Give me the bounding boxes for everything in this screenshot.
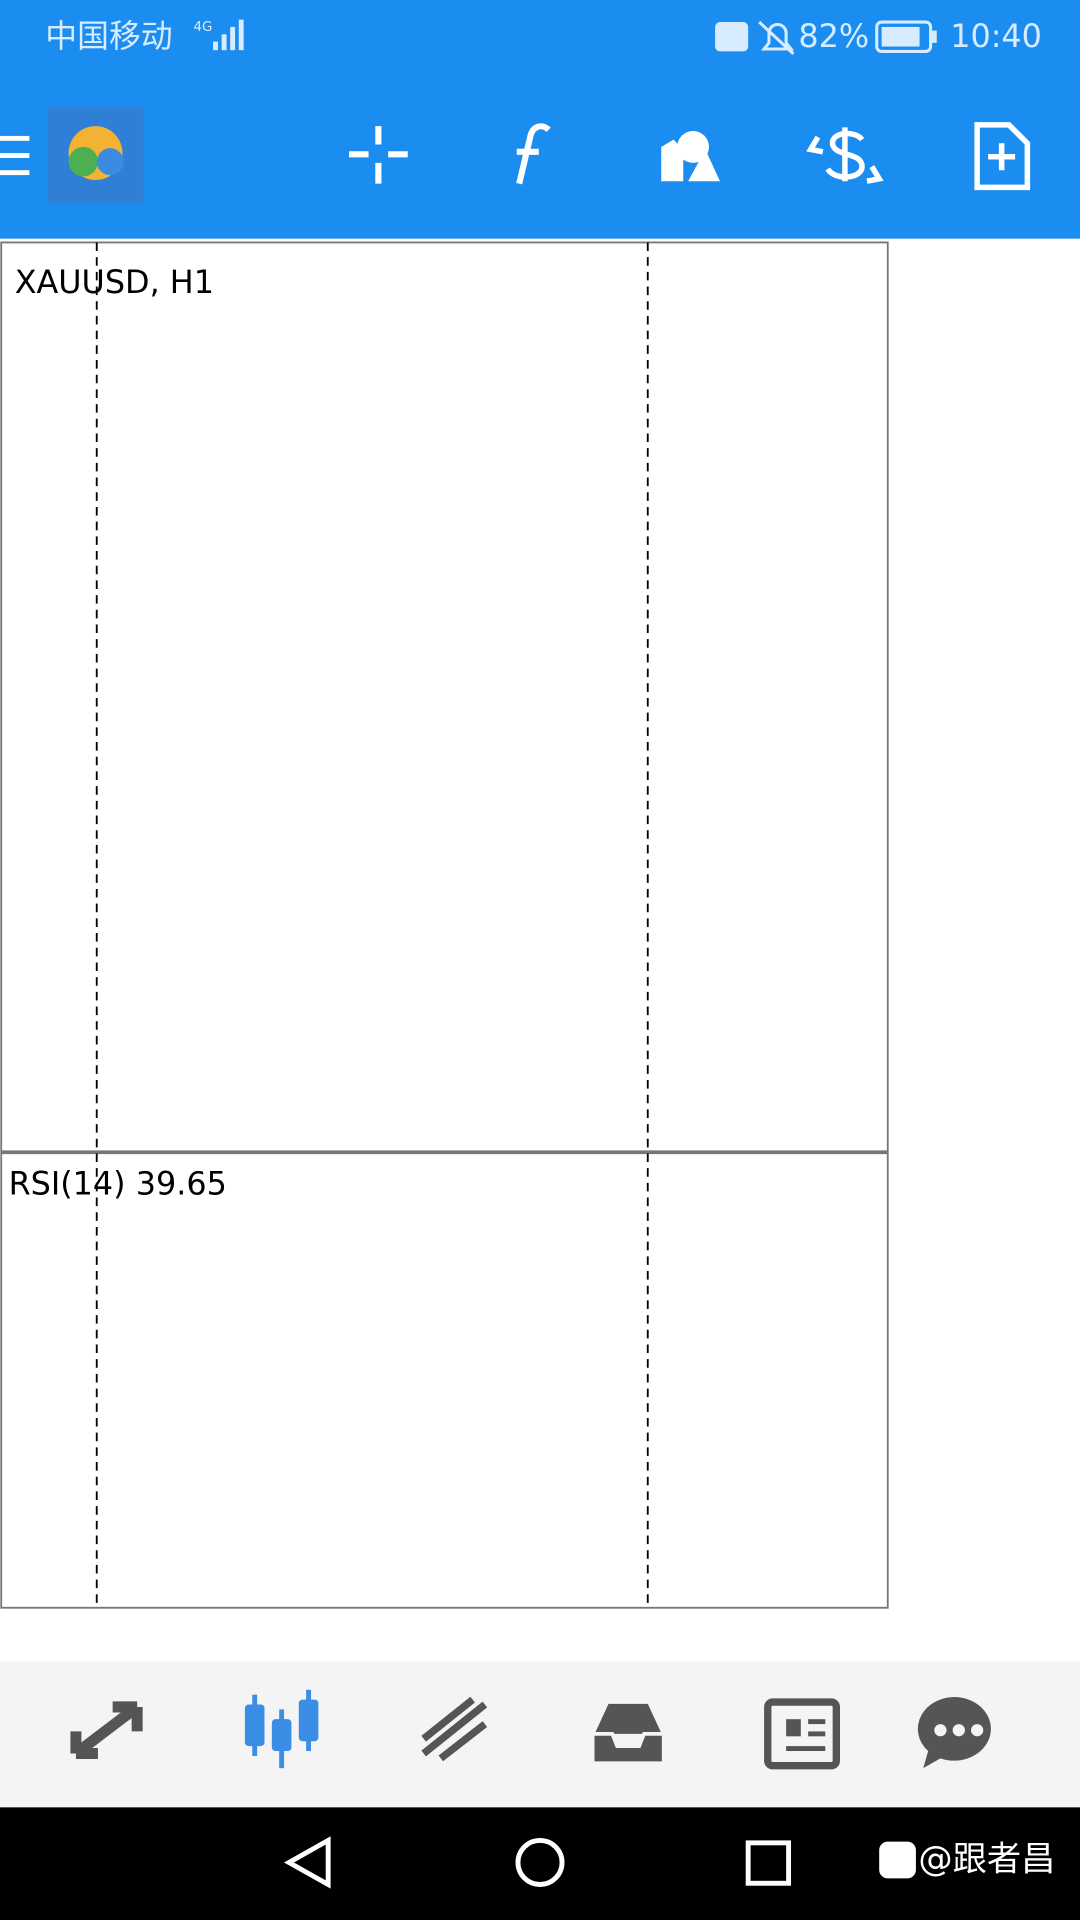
recents-button[interactable] (745, 1840, 792, 1886)
hd-icon (715, 22, 749, 52)
trade-button[interactable] (806, 127, 884, 184)
chat-tab[interactable] (917, 1697, 991, 1769)
frame (0, 241, 889, 1609)
bottom-nav (0, 1661, 1080, 1808)
battery-level: 82% (798, 17, 869, 55)
menu-button[interactable] (0, 135, 30, 176)
new-order-button[interactable] (974, 122, 1031, 191)
objects-button[interactable] (661, 131, 720, 182)
quotes-tab[interactable] (70, 1701, 143, 1759)
news-tab[interactable] (764, 1698, 840, 1770)
chart-tab[interactable] (244, 1689, 319, 1769)
rsi-label: RSI(14) 39.65 (9, 1164, 227, 1202)
signal-icon (213, 19, 244, 51)
period-separators (95, 242, 649, 1608)
home-button[interactable] (515, 1837, 565, 1887)
carrier: 中国移动 (45, 17, 172, 55)
clock: 10:40 (950, 17, 1042, 55)
network: 4G (193, 20, 212, 35)
app-icon[interactable] (47, 107, 144, 204)
watermark-logo (879, 1841, 916, 1879)
watermark: @跟者昌 (918, 1840, 1055, 1880)
crosshair-button[interactable] (348, 126, 408, 184)
trade-tab[interactable] (421, 1696, 488, 1762)
indicators-button[interactable] (516, 123, 551, 185)
mute-icon (758, 20, 795, 55)
chart-area (0, 238, 1080, 1662)
back-button[interactable] (283, 1836, 331, 1889)
symbol: XAUUSD, H1 (15, 263, 214, 301)
history-tab[interactable] (590, 1700, 666, 1766)
battery-icon (875, 20, 937, 53)
